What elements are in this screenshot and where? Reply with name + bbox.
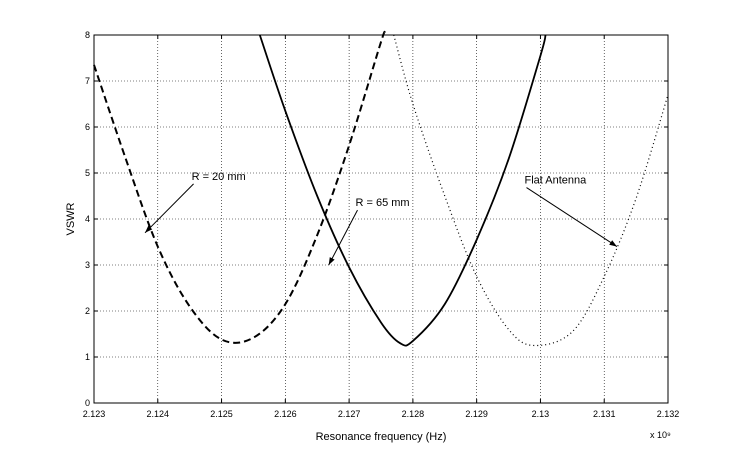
- x-tick-label: 2.129: [465, 409, 488, 419]
- y-tick-label: 1: [85, 352, 90, 362]
- x-tick-label: 2.132: [657, 409, 680, 419]
- plot-area-background: [94, 35, 668, 403]
- x-tick-label: 2.128: [402, 409, 425, 419]
- x-tick-label: 2.126: [274, 409, 297, 419]
- annotation-label: R = 65 mm: [355, 197, 409, 209]
- y-tick-label: 0: [85, 398, 90, 408]
- series-layer: [93, 30, 669, 347]
- annotation-arrowhead: [609, 240, 617, 247]
- x-tick-label: 2.125: [210, 409, 233, 419]
- axis-ticks: 2.123 2.124 2.125 2.126 2.127 2.128 2.129 2.13 2…: [83, 30, 680, 419]
- x-tick-label: 2.13: [532, 409, 550, 419]
- x-scale-label: x 10⁹: [650, 430, 671, 440]
- y-tick-label: 2: [85, 306, 90, 316]
- annotation-arrow-line: [328, 209, 358, 266]
- series-line: [393, 34, 669, 347]
- annotations: R = 20 mm R = 65 mm Flat Antenna: [144, 171, 618, 266]
- y-tick-label: 5: [85, 168, 90, 178]
- annotation-label: Flat Antenna: [525, 175, 588, 187]
- y-tick-label: 4: [85, 214, 90, 224]
- annotation-arrow-line: [144, 183, 194, 234]
- annotation-arrowhead: [145, 225, 153, 233]
- x-axis-label: Resonance frequency (Hz): [316, 431, 447, 443]
- x-tick-label: 2.127: [338, 409, 361, 419]
- y-tick-label: 8: [85, 30, 90, 40]
- x-tick-label: 2.124: [147, 409, 170, 419]
- y-tick-label: 3: [85, 260, 90, 270]
- annotation-arrow-line: [526, 187, 618, 248]
- series-line: [258, 34, 547, 347]
- y-tick-label: 7: [85, 76, 90, 86]
- x-tick-label: 2.131: [593, 409, 616, 419]
- annotation-arrowhead: [328, 257, 335, 265]
- series-line: [93, 30, 386, 344]
- y-tick-label: 6: [85, 122, 90, 132]
- x-tick-label: 2.123: [83, 409, 106, 419]
- y-axis-label: VSWR: [65, 202, 77, 235]
- annotation-label: R = 20 mm: [192, 171, 246, 183]
